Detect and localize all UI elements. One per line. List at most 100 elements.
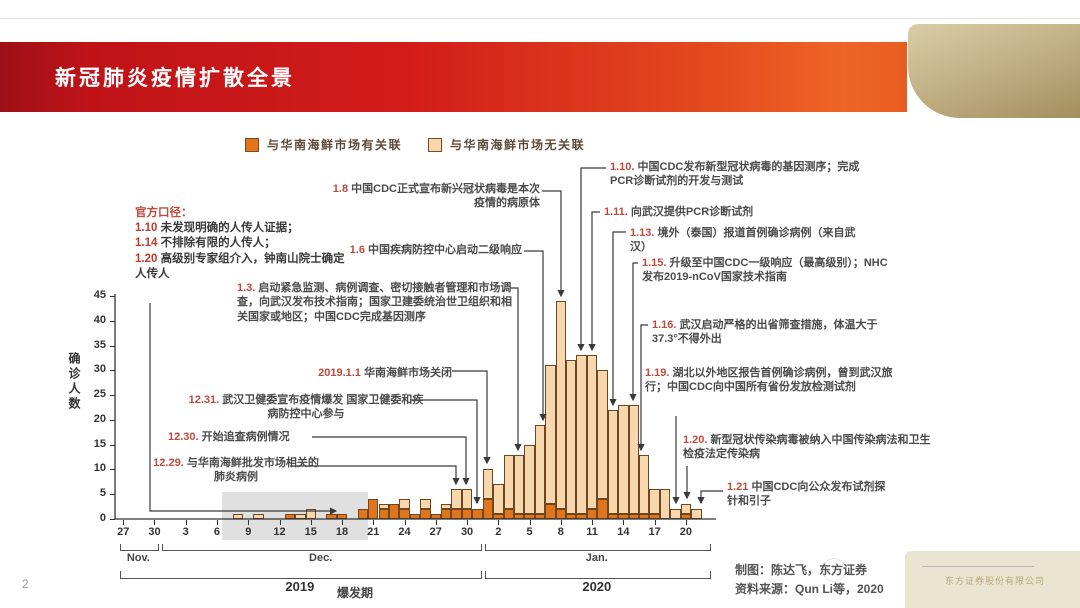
legend-swatch-linked: [244, 137, 259, 152]
bar-12.17: [326, 514, 337, 519]
bar-12.27: [430, 514, 441, 519]
bar-segment-market-linked: [545, 504, 556, 519]
annotation-date: 1.20.: [683, 434, 708, 446]
annotation-text: 中国CDC正式宣布新兴冠状病毒是本次疫情的病原体: [351, 183, 540, 210]
bar-1.11: [586, 355, 598, 519]
annotation-1231: 12.31. 武汉卫健委宣布疫情爆发 国家卫健委和疾病防控中心参与: [188, 393, 424, 422]
annotation-text: 中国疾病防控中心启动二级响应: [368, 244, 522, 256]
bar-1.21: [691, 509, 702, 519]
bar-1.13: [607, 409, 619, 519]
annotation-0101: 2019.1.1 华南海鲜市场关闭: [250, 366, 452, 380]
corner-decoration-bottom-right: [905, 551, 1080, 608]
official-text-3: 高级别专家组介入，钟南山院士确定人传人: [135, 252, 345, 280]
bar-segment-market-linked: [576, 514, 587, 519]
legend-label-not-linked: 与华南海鲜市场无关联: [450, 138, 586, 152]
annotation-date: 12.30.: [168, 431, 199, 443]
annotation-0108: 1.8 中国CDC正式宣布新兴冠状病毒是本次疫情的病原体: [325, 182, 540, 211]
bar-segment-market-linked: [420, 509, 431, 519]
bar-segment-not-linked: [253, 514, 264, 519]
bar-12.29: [451, 489, 462, 519]
bar-1.16: [639, 454, 650, 519]
bar-segment-not-linked: [461, 489, 473, 510]
bar-segment-not-linked: [618, 405, 629, 515]
annotation-date: 1.8: [332, 183, 349, 195]
bar-segment-not-linked: [513, 454, 525, 515]
annotation-date: 1.15.: [642, 257, 667, 269]
annotation-text: 开始追查病例情况: [201, 431, 290, 443]
watermark-company: 东方证券股份有限公司: [944, 576, 1045, 586]
bar-12.28: [441, 504, 452, 519]
annotation-0106: 1.6 中国疾病防控中心启动二级响应: [330, 243, 522, 257]
bar-12.10: [253, 514, 264, 519]
annotation-0110: 1.10. 中国CDC发布新型冠状病毒的基因测序；完成PCR诊断试剂的开发与测试: [610, 160, 878, 189]
bar-segment-market-linked: [430, 514, 441, 519]
bar-segment-market-linked: [482, 499, 494, 519]
bar-segment-not-linked: [680, 504, 692, 515]
bar-12.20: [357, 509, 369, 519]
watermark-divider: [922, 566, 1034, 567]
title-banner: 新冠肺炎疫情扩散全景: [0, 42, 907, 112]
bar-segment-market-linked: [441, 509, 452, 519]
annotation-text: 新型冠状传染病毒被纳入中国传染病法和卫生检疫法定传染病: [683, 434, 931, 461]
legend-item-not-linked: 与华南海鲜市场无关联: [428, 136, 585, 153]
annotation-0116: 1.16. 武汉启动严格的出省筛查措施，体温大于37.3°不得外出: [652, 318, 892, 347]
legend-item-market-linked: 与华南海鲜市场有关联: [244, 136, 402, 153]
bar-12.22: [378, 504, 389, 519]
chart-legend: 与华南海鲜市场有关联 与华南海鲜市场无关联: [115, 136, 715, 153]
annotation-date: 12.31.: [188, 394, 220, 406]
bar-12.15: [305, 509, 316, 519]
bar-12.8: [232, 514, 244, 519]
bar-segment-not-linked: [420, 499, 431, 510]
bar-1.10: [576, 355, 587, 519]
bar-12.18: [336, 514, 348, 519]
bar-segment-market-linked: [336, 514, 348, 519]
bar-1.15: [628, 405, 639, 519]
bar-segment-market-linked: [649, 514, 660, 519]
bar-segment-not-linked: [597, 370, 608, 500]
bar-1.2: [493, 484, 504, 519]
bar-segment-not-linked: [232, 514, 244, 519]
bar-segment-market-linked: [534, 514, 546, 519]
credit-author: 制图：陈达飞，东方证券: [735, 563, 868, 577]
bar-segment-not-linked: [628, 405, 639, 515]
annotation-text: 中国CDC向公众发布试剂探针和引子: [727, 481, 886, 508]
credits-block: 制图：陈达飞，东方证券 资料来源：Qun Li等，2020: [735, 561, 884, 598]
annotation-text: 湖北以外地区报告首例确诊病例，曾到武汉旅行；中国CDC向中国所有省份发放检测试剂: [645, 367, 893, 394]
bar-segment-market-linked: [378, 509, 389, 519]
annotation-date: 1.6: [349, 244, 365, 256]
bar-segment-not-linked: [524, 444, 535, 515]
annotation-date: 1.11.: [604, 206, 628, 218]
annotation-text: 境外（泰国）报道首例确诊病例（来自武汉）: [630, 227, 856, 254]
bar-segment-market-linked: [628, 514, 639, 519]
bar-segment-market-linked: [461, 509, 473, 519]
corner-decoration-top-right: [908, 24, 1080, 118]
bar-segment-market-linked: [503, 509, 514, 519]
bar-1.4: [513, 454, 525, 519]
bar-1.1: [482, 469, 494, 519]
bar-segment-not-linked: [545, 365, 556, 505]
annotation-0103: 1.3. 启动紧急监测、病例调查、密切接触者管理和市场调查，向武汉发布技术指南；…: [237, 281, 513, 324]
bar-segment-market-linked: [597, 499, 608, 519]
bar-1.5: [524, 444, 535, 519]
credit-source: 资料来源：Qun Li等，2020: [735, 581, 884, 596]
annotation-0120: 1.20. 新型冠状传染病毒被纳入中国传染病法和卫生检疫法定传染病: [683, 433, 935, 462]
bar-segment-not-linked: [295, 514, 306, 519]
official-date-2: 1.14: [135, 237, 158, 250]
bar-segment-market-linked: [566, 514, 577, 519]
bar-segment-not-linked: [607, 409, 619, 515]
official-text-1: 未发现明确的人传人证据；: [160, 222, 299, 235]
y-axis-title: 确诊人数: [67, 352, 81, 412]
annotation-text: 武汉卫健委宣布疫情爆发 国家卫健委和疾病防控中心参与: [222, 394, 424, 421]
bar-segment-market-linked: [472, 509, 483, 519]
bar-1.9: [566, 360, 577, 519]
annotation-text: 中国CDC发布新型冠状病毒的基因测序；完成PCR诊断试剂的开发与测试: [610, 161, 860, 188]
bar-segment-market-linked: [513, 514, 525, 519]
annotation-text: 华南海鲜市场关闭: [364, 367, 452, 379]
bar-12.21: [368, 499, 379, 519]
annotation-0115: 1.15. 升级至中国CDC一级响应（最高级别）；NHC发布2019-nCoV国…: [642, 256, 890, 285]
bar-1.8: [555, 300, 567, 519]
official-text-2: 不排除有限的人传人；: [160, 237, 276, 250]
annotation-0113: 1.13. 境外（泰国）报道首例确诊病例（来自武汉）: [630, 226, 862, 255]
legend-swatch-not-linked: [428, 137, 442, 152]
bar-segment-not-linked: [639, 454, 650, 515]
